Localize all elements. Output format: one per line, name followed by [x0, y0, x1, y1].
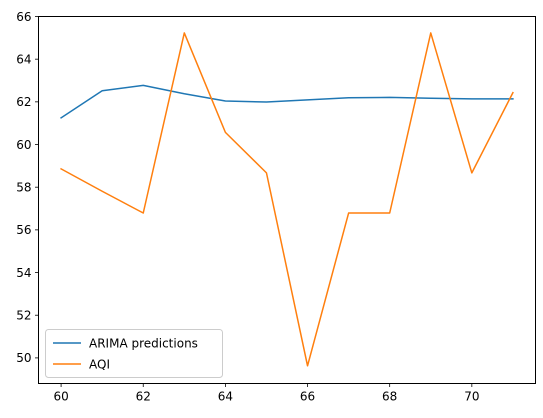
y-tick-label: 66: [16, 10, 31, 24]
legend: ARIMA predictions AQI: [45, 329, 223, 378]
x-tick-label: 70: [464, 390, 479, 404]
x-tick-label: 62: [136, 390, 151, 404]
series-line-arima-predictions: [60, 84, 514, 119]
legend-box: [45, 329, 223, 378]
x-tick-label: 64: [218, 390, 233, 404]
ticks-layer: 60 62 64 66 68 70 50 52 54 56 58 60 62 64 66: [16, 10, 479, 404]
x-tick-label: 60: [53, 390, 68, 404]
y-tick-label: 58: [16, 180, 31, 194]
plot-frame: [38, 16, 536, 384]
y-tick-label: 60: [16, 138, 31, 152]
x-tick-label: 68: [382, 390, 397, 404]
series-layer: [60, 32, 514, 367]
y-tick-label: 52: [16, 309, 31, 323]
y-tick-label: 56: [16, 223, 31, 237]
y-tick-label: 64: [16, 52, 31, 66]
y-tick-label: 54: [16, 266, 31, 280]
series-line-aqi: [60, 32, 514, 367]
x-tick-label: 66: [300, 390, 315, 404]
y-tick-label: 62: [16, 95, 31, 109]
y-tick-label: 50: [16, 351, 31, 365]
legend-label-arima: ARIMA predictions: [89, 337, 198, 351]
legend-label-aqi: AQI: [89, 358, 110, 372]
